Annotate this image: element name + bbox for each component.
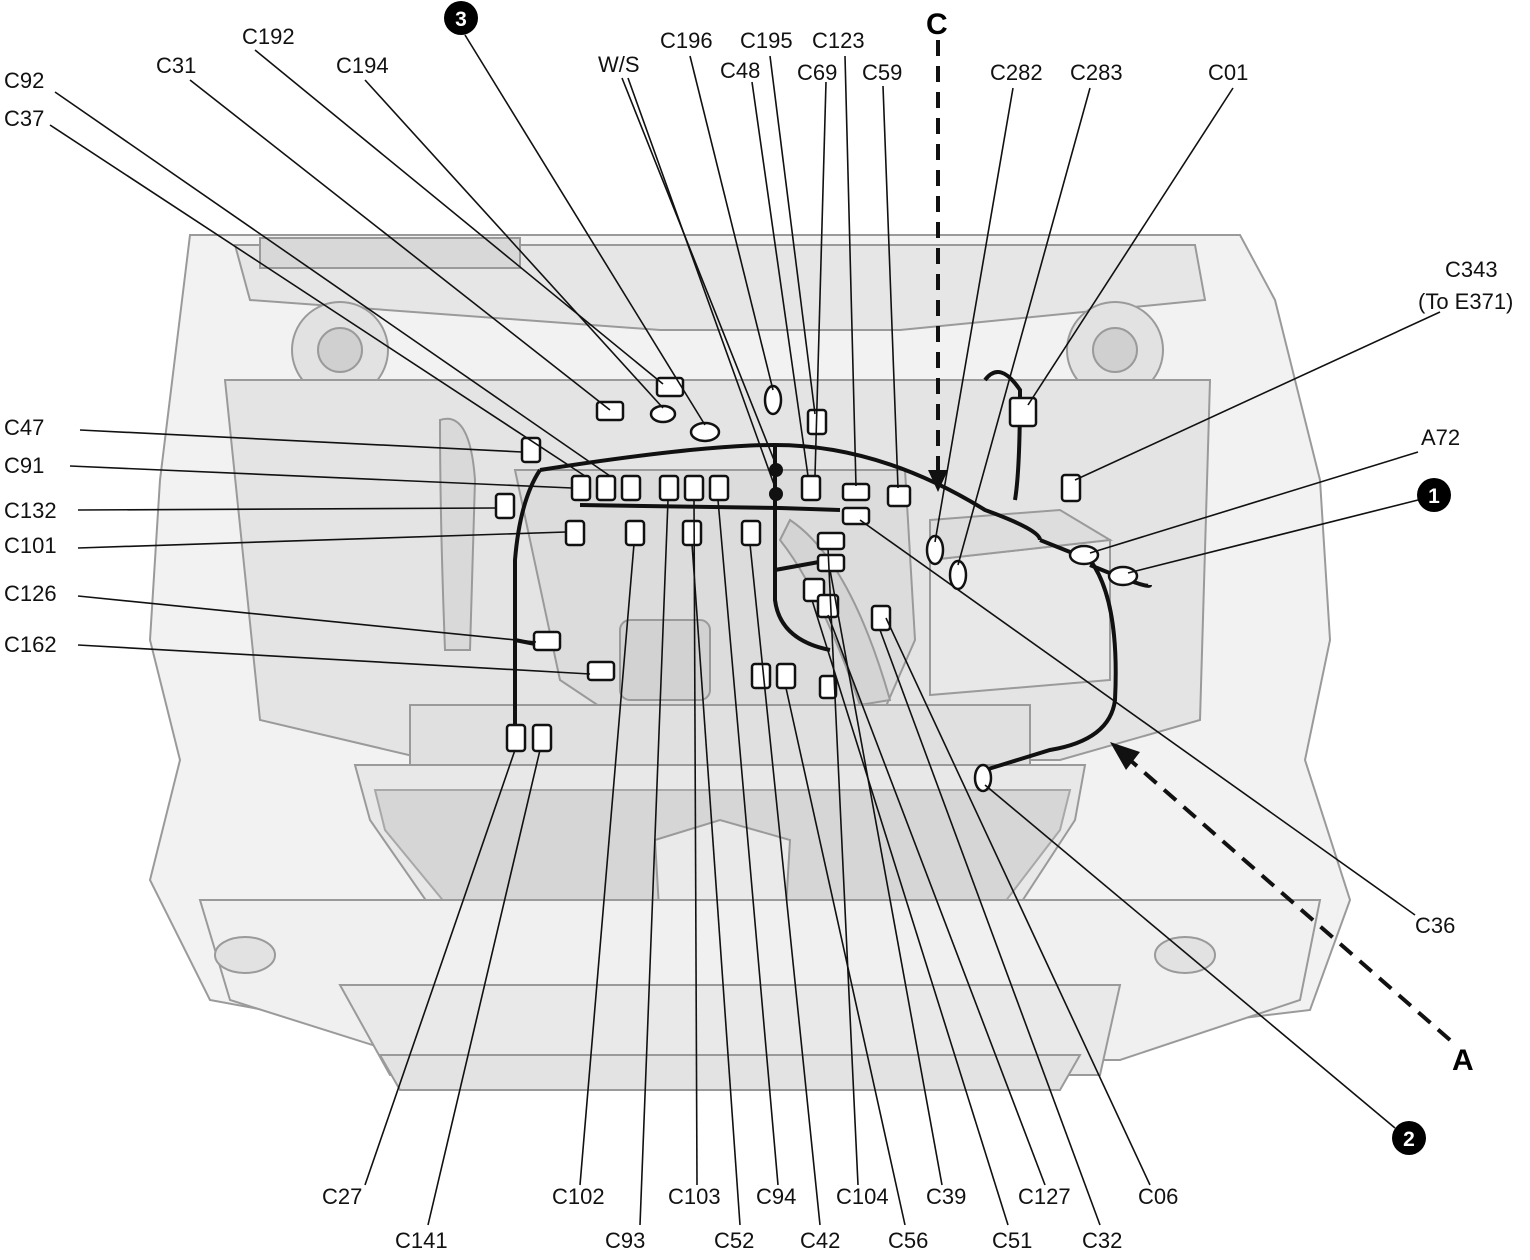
label-c51: C51 (992, 1228, 1032, 1253)
connector-c132 (494, 492, 516, 520)
connector-c01 (1008, 396, 1038, 428)
label-c196: C196 (660, 28, 713, 53)
label-c27: C27 (322, 1184, 362, 1209)
label-c31: C31 (156, 53, 196, 78)
label-c69: C69 (797, 60, 837, 85)
label-c104: C104 (836, 1184, 889, 1209)
marker-2: 2 (1392, 1121, 1426, 1155)
label-c102: C102 (552, 1184, 605, 1209)
connectors (494, 376, 1082, 753)
label-c39: C39 (926, 1184, 966, 1209)
marker-1-text: 1 (1428, 485, 1440, 508)
connector-c39 (816, 553, 846, 573)
connector-c52 (681, 519, 703, 547)
ground-eyelet-3 (689, 421, 721, 443)
connector-c91a (570, 474, 592, 502)
connector-c91b (595, 474, 617, 502)
connector-c27 (505, 723, 527, 753)
ground-eyelet-c282 (925, 534, 945, 566)
connector-c69 (800, 474, 822, 502)
label-c91: C91 (4, 453, 44, 478)
marker-1: 1 (1417, 478, 1451, 512)
connector-c56 (750, 662, 772, 690)
connector-c32 (870, 604, 892, 632)
connector-c94 (708, 474, 730, 502)
ground-eyelet-1 (1107, 565, 1139, 587)
label-c56: C56 (888, 1228, 928, 1253)
view-label-a: A (1452, 1044, 1474, 1077)
label-c192: C192 (242, 24, 295, 49)
ground-eyelet-2 (973, 763, 993, 793)
connector-c31 (595, 400, 625, 422)
label-c36: C36 (1415, 913, 1455, 938)
connector-c103 (683, 474, 705, 502)
label-c343: C343 (1445, 257, 1498, 282)
label-c195: C195 (740, 28, 793, 53)
label-c92: C92 (4, 68, 44, 93)
connector-c42 (740, 519, 762, 547)
connector-labels: C192 C31 C194 C92 C37 W/S C196 C195 C123… (4, 24, 1513, 1253)
connector-c192 (655, 376, 685, 398)
label-c32: C32 (1082, 1228, 1122, 1253)
label-c127: C127 (1018, 1184, 1071, 1209)
label-c283: C283 (1070, 60, 1123, 85)
splice-point (769, 463, 783, 477)
label-ws: W/S (598, 52, 640, 77)
label-c52: C52 (714, 1228, 754, 1253)
connector-c104b (818, 674, 838, 700)
label-c123: C123 (812, 28, 865, 53)
connector-c343 (1060, 473, 1082, 503)
connector-c102 (624, 519, 646, 547)
connector-c36 (841, 506, 871, 526)
label-c132: C132 (4, 498, 57, 523)
view-label-c: C (926, 8, 948, 41)
connector-c93 (658, 474, 680, 502)
splice-point (769, 487, 783, 501)
label-c01: C01 (1208, 60, 1248, 85)
connector-c101 (564, 519, 586, 547)
view-a-arrowhead (1110, 742, 1140, 770)
marker-3: 3 (444, 1, 478, 35)
connector-c126 (532, 630, 562, 652)
ground-terminals (649, 384, 1139, 793)
view-c-arrowhead (928, 470, 948, 492)
connector-c91c (620, 474, 642, 502)
label-c47: C47 (4, 415, 44, 440)
ground-eyelet-c196 (763, 384, 783, 416)
connector-c104 (816, 531, 846, 551)
label-c94: C94 (756, 1184, 796, 1209)
marker-2-text: 2 (1403, 1128, 1415, 1151)
connector-c59 (886, 484, 912, 508)
leader-lines (49, 34, 1441, 1226)
marker-3-text: 3 (455, 8, 467, 31)
label-c343-to: (To E371) (1418, 289, 1513, 314)
connector-c123 (841, 482, 871, 502)
label-c194: C194 (336, 53, 389, 78)
vehicle-body (148, 234, 1352, 1091)
label-c162: C162 (4, 632, 57, 657)
connector-c42b (775, 662, 797, 690)
view-arrows (936, 40, 1452, 1042)
label-c101: C101 (4, 533, 57, 558)
ground-eyelet-a72 (1068, 544, 1100, 566)
connector-c141 (531, 723, 553, 753)
ground-eyelet-c194 (649, 404, 677, 424)
label-c06: C06 (1138, 1184, 1178, 1209)
label-c59: C59 (862, 60, 902, 85)
label-c93: C93 (605, 1228, 645, 1253)
label-c48: C48 (720, 58, 760, 83)
label-c141: C141 (395, 1228, 448, 1253)
label-c103: C103 (668, 1184, 721, 1209)
connector-c162 (586, 660, 616, 682)
connector-c47 (520, 436, 542, 464)
label-c37: C37 (4, 106, 44, 131)
label-c42: C42 (800, 1228, 840, 1253)
label-c126: C126 (4, 581, 57, 606)
label-c282: C282 (990, 60, 1043, 85)
label-a72: A72 (1421, 425, 1460, 450)
